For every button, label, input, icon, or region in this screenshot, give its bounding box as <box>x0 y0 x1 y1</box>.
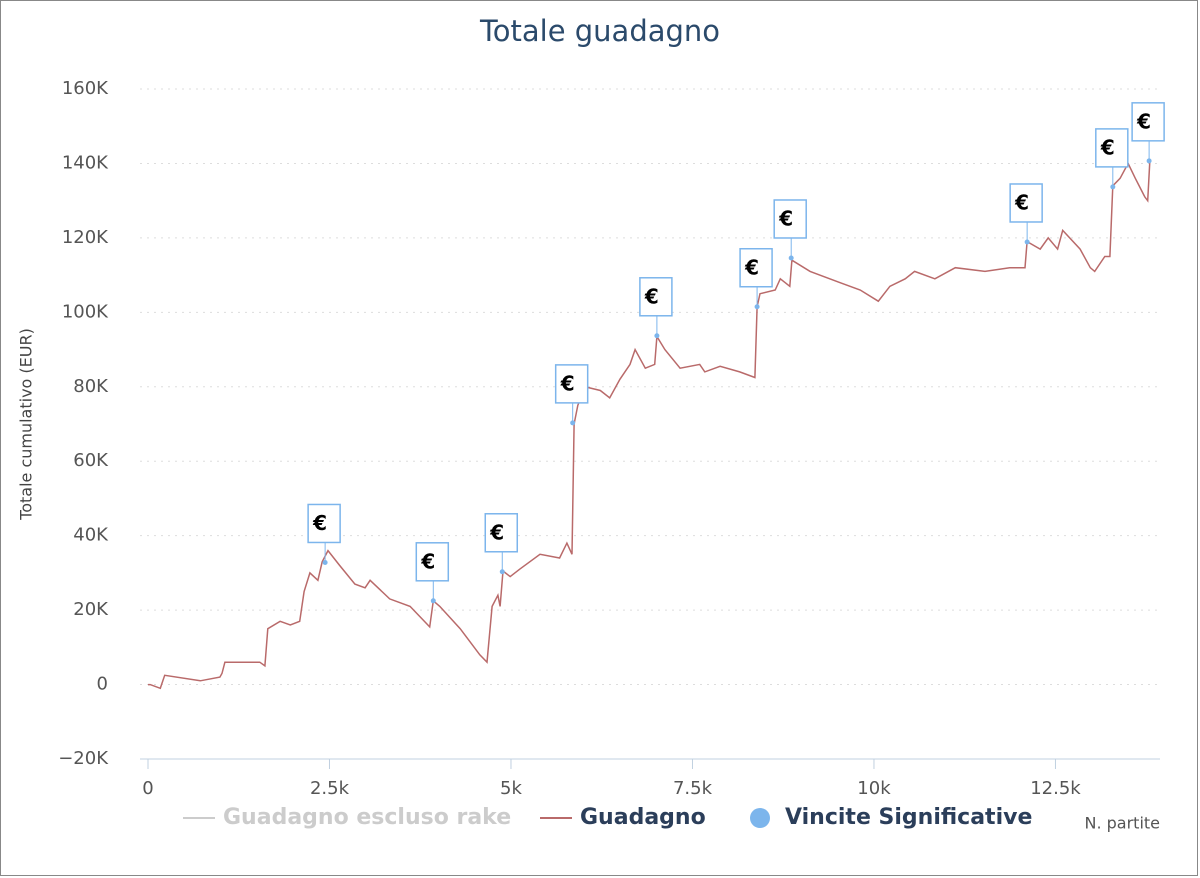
x-tick-label: 10k <box>857 778 891 799</box>
y-tick-label: 80K <box>73 376 109 397</box>
x-tick-label: 2.5k <box>310 778 350 799</box>
data-point <box>499 569 505 575</box>
annotation-label: € <box>644 284 659 308</box>
annotation-label: € <box>560 371 575 395</box>
annotation-label: € <box>744 255 759 279</box>
data-point <box>654 333 660 339</box>
y-tick-label: 0 <box>97 674 108 695</box>
y-tick-label: 60K <box>73 450 109 471</box>
legend-label: Guadagno <box>580 805 706 830</box>
annotation-box <box>484 513 519 553</box>
y-tick-label: 40K <box>73 525 109 546</box>
annotation-label: € <box>778 206 793 230</box>
annotation-box <box>1009 183 1043 223</box>
annotation-box <box>639 277 673 317</box>
annotation-box <box>773 199 807 239</box>
y-tick-label: 20K <box>73 599 109 620</box>
annotation-label: € <box>1014 190 1029 214</box>
annotation-label: € <box>489 520 504 544</box>
y-tick-label: 160K <box>62 78 109 99</box>
annotation-label: € <box>312 511 327 535</box>
data-point <box>1110 184 1116 190</box>
y-tick-label: 100K <box>62 301 109 322</box>
chart-title: Totale guadagno <box>479 14 720 48</box>
data-point <box>754 304 760 310</box>
annotation-label: € <box>1100 135 1115 159</box>
data-point <box>430 598 436 604</box>
legend-symbol <box>750 808 770 828</box>
y-tick-label: −20K <box>58 748 109 769</box>
x-tick-label: 12.5k <box>1030 778 1081 799</box>
data-point <box>788 255 794 261</box>
annotation-box <box>554 364 589 404</box>
x-axis-label: N. partite <box>1084 814 1160 833</box>
data-point <box>322 559 328 565</box>
x-tick-label: 5k <box>500 778 522 799</box>
data-point <box>1146 158 1152 164</box>
annotation-label: € <box>1136 109 1151 133</box>
annotation-box <box>1131 102 1165 142</box>
annotation-box <box>415 542 450 582</box>
data-point <box>570 420 576 426</box>
y-tick-label: 140K <box>62 152 109 173</box>
annotation-box <box>739 248 773 288</box>
legend-label: Guadagno escluso rake <box>223 805 511 830</box>
x-tick-label: 7.5k <box>673 778 713 799</box>
series-line <box>148 161 1151 690</box>
y-tick-label: 120K <box>62 227 109 248</box>
annotation-box <box>307 503 341 544</box>
data-point <box>1024 239 1030 245</box>
y-axis-label: Totale cumulativo (EUR) <box>17 328 36 521</box>
legend-label: Vincite Significative <box>785 805 1032 830</box>
annotation-box <box>1095 128 1129 168</box>
x-tick-label: 0 <box>142 778 153 799</box>
annotation-label: € <box>420 549 435 573</box>
